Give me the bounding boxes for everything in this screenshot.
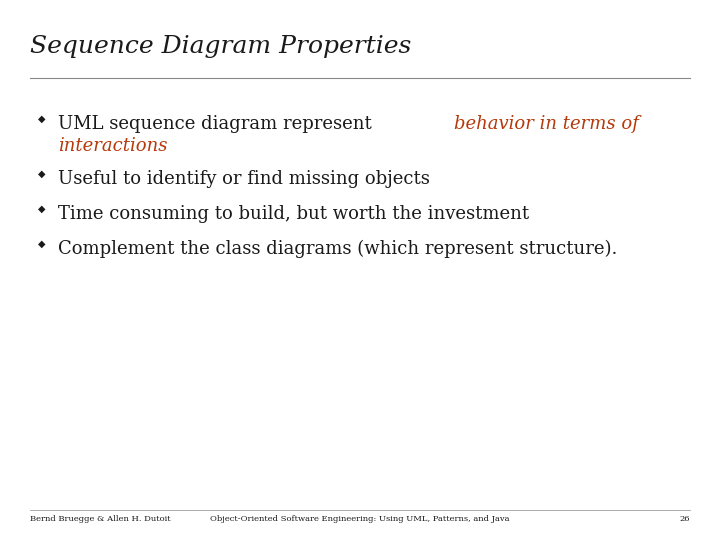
Text: behavior in terms of: behavior in terms of xyxy=(454,115,639,133)
Text: Complement the class diagrams (which represent structure).: Complement the class diagrams (which rep… xyxy=(58,240,617,258)
Text: Useful to identify or find missing objects: Useful to identify or find missing objec… xyxy=(58,170,430,188)
Text: ◆: ◆ xyxy=(38,240,45,249)
Text: Sequence Diagram Properties: Sequence Diagram Properties xyxy=(30,35,411,58)
Text: 26: 26 xyxy=(680,515,690,523)
Text: Time consuming to build, but worth the investment: Time consuming to build, but worth the i… xyxy=(58,205,529,223)
Text: ◆: ◆ xyxy=(38,115,45,124)
Text: Object-Oriented Software Engineering: Using UML, Patterns, and Java: Object-Oriented Software Engineering: Us… xyxy=(210,515,510,523)
Text: Bernd Bruegge & Allen H. Dutoit: Bernd Bruegge & Allen H. Dutoit xyxy=(30,515,171,523)
Text: ◆: ◆ xyxy=(38,170,45,179)
Text: ◆: ◆ xyxy=(38,205,45,214)
Text: UML sequence diagram represent: UML sequence diagram represent xyxy=(58,115,377,133)
Text: interactions: interactions xyxy=(58,137,168,155)
